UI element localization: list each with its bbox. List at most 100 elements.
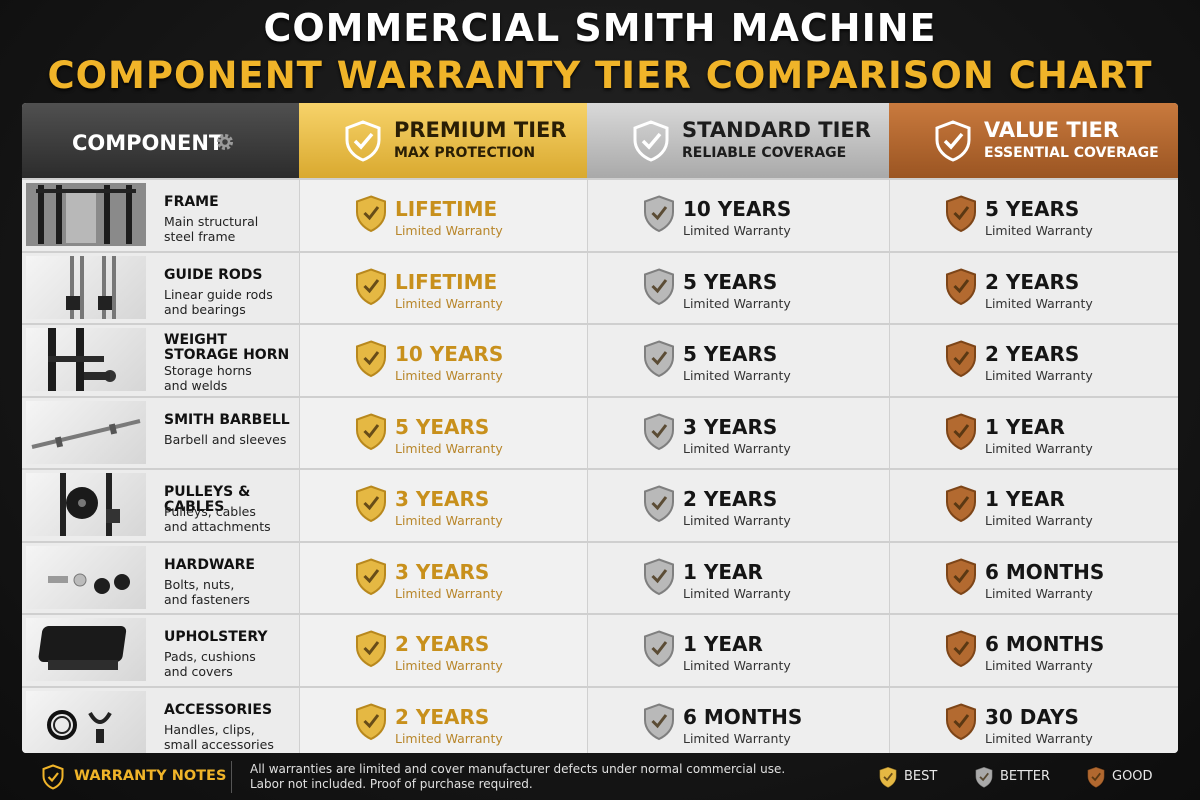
value-warranty-cell: 2 YEARS Limited Warranty (889, 252, 1178, 324)
warranty-type: Limited Warranty (395, 440, 503, 456)
shield-check-icon (644, 340, 674, 378)
component-name: GUIDE RODS (164, 266, 263, 283)
warranty-table: COMPONENT PREMIUM TIER MAX PROTECTION ST… (22, 103, 1178, 753)
component-description: Bolts, nuts, and fasteners (164, 576, 250, 607)
shield-check-icon (945, 485, 977, 523)
warranty-type: Limited Warranty (985, 223, 1093, 238)
shield-check-icon (946, 195, 976, 233)
premium-warranty-cell: 3 YEARS Limited Warranty (299, 542, 587, 614)
gear-icon (217, 134, 233, 150)
component-name: SMITH BARBELL (164, 411, 290, 428)
shield-check-icon (935, 120, 971, 162)
warranty-type: Limited Warranty (683, 440, 791, 456)
shield-check-icon (356, 195, 386, 233)
shield-check-icon (945, 267, 977, 306)
header-premium-tier: PREMIUM TIER MAX PROTECTION (299, 103, 587, 178)
shield-check-icon (946, 412, 976, 450)
shield-check-icon (644, 557, 674, 595)
shield-check-icon (643, 340, 675, 378)
legend-label: BETTER (1000, 769, 1051, 784)
shield-check-icon (356, 630, 386, 668)
component-name: ACCESSORIES (164, 701, 273, 718)
table-row: PULLEYS & CABLES Pulleys, cables and attac… (22, 468, 1178, 541)
warranty-type: Limited Warranty (683, 513, 791, 528)
shield-check-icon (345, 120, 381, 162)
shield-check-icon (946, 630, 976, 668)
shield-check-icon (946, 557, 976, 595)
tier-subtitle: ESSENTIAL COVERAGE (984, 145, 1159, 161)
shield-check-icon (644, 702, 674, 740)
warranty-duration: 30 DAYS (985, 704, 1079, 729)
warranty-type: Limited Warranty (395, 295, 503, 311)
shield-check-icon (643, 195, 675, 233)
warranty-type: Limited Warranty (395, 658, 503, 673)
value-warranty-cell: 5 YEARS Limited Warranty (889, 180, 1178, 251)
value-warranty-cell: 2 YEARS Limited Warranty (889, 325, 1178, 396)
header-standard-tier: STANDARD TIER RELIABLE COVERAGE (587, 103, 889, 178)
shield-check-icon (356, 702, 386, 740)
standard-warranty-cell: 5 YEARS Limited Warranty (587, 325, 889, 396)
standard-warranty-cell: 2 YEARS Limited Warranty (587, 470, 889, 541)
warranty-type: Limited Warranty (683, 223, 791, 238)
shield-check-icon (355, 702, 387, 741)
warranty-duration: 2 YEARS (395, 632, 490, 656)
header-component-label: COMPONENT (72, 131, 224, 155)
shield-check-icon (355, 557, 387, 596)
value-warranty-cell: 1 YEAR Limited Warranty (889, 397, 1178, 469)
shield-check-icon (355, 630, 387, 668)
shield-check-icon (1086, 766, 1106, 789)
warranty-duration: 2 YEARS (985, 269, 1080, 294)
header-value-tier: VALUE TIER ESSENTIAL COVERAGE (889, 103, 1178, 178)
warranty-type: Limited Warranty (683, 730, 791, 746)
value-warranty-cell: 6 MONTHS Limited Warranty (889, 615, 1178, 686)
shield-check-icon (643, 485, 675, 523)
legend-shield-icon (974, 766, 994, 789)
shield-check-icon (643, 630, 675, 668)
tier-name: VALUE TIER (984, 118, 1120, 142)
shield-check-icon (355, 267, 387, 306)
component-cell: PULLEYS & CABLES Pulleys, cables and attac… (22, 470, 299, 541)
component-cell: GUIDE RODS Linear guide rods and bearings (22, 252, 299, 324)
warranty-duration: 1 YEAR (683, 632, 763, 656)
premium-warranty-cell: 10 YEARS Limited Warranty (299, 325, 587, 396)
component-cell: FRAME Main structural steel frame (22, 180, 299, 251)
tier-subtitle: RELIABLE COVERAGE (682, 145, 847, 161)
shield-check-icon (945, 630, 977, 668)
table-row: WEIGHT STORAGE HORN Storage horns and weld… (22, 323, 1178, 396)
pulley-thumbnail (26, 473, 146, 536)
tier-name: STANDARD TIER (682, 118, 871, 142)
warranty-type: Limited Warranty (985, 295, 1093, 311)
warranty-duration: 10 YEARS (395, 342, 504, 366)
warranty-type: Limited Warranty (683, 585, 791, 601)
standard-warranty-cell: 10 YEARS Limited Warranty (587, 180, 889, 251)
warranty-type: Limited Warranty (395, 368, 503, 383)
premium-warranty-cell: 5 YEARS Limited Warranty (299, 397, 587, 469)
warranty-duration: 1 YEAR (985, 414, 1065, 439)
component-description: Pulleys, cables and attachments (164, 504, 271, 534)
warranty-duration: 10 YEARS (683, 197, 792, 221)
warranty-duration: LIFETIME (395, 197, 498, 221)
shield-check-icon (945, 195, 977, 233)
shield-check-icon (946, 485, 976, 523)
warranty-duration: 1 YEAR (985, 487, 1065, 511)
shield-check-icon (878, 766, 898, 789)
component-description: Handles, clips, small accessories (164, 721, 274, 752)
warranty-duration: 5 YEARS (395, 414, 490, 439)
shield-check-icon (355, 485, 387, 523)
component-cell: SMITH BARBELL Barbell and sleeves (22, 397, 299, 469)
warranty-duration: 6 MONTHS (985, 559, 1105, 584)
value-warranty-cell: 30 DAYS Limited Warranty (889, 687, 1178, 753)
premium-warranty-cell: 2 YEARS Limited Warranty (299, 687, 587, 753)
warranty-duration: 6 MONTHS (683, 704, 803, 729)
component-cell: ACCESSORIES Handles, clips, small accessor… (22, 687, 299, 753)
warranty-type: Limited Warranty (395, 585, 503, 601)
warranty-type: Limited Warranty (395, 513, 503, 528)
page-subtitle: COMPONENT WARRANTY TIER COMPARISON CHART (47, 54, 1153, 97)
warranty-type: Limited Warranty (395, 730, 503, 746)
value-warranty-cell: 1 YEAR Limited Warranty (889, 470, 1178, 541)
component-cell: UPHOLSTERY Pads, cushions and covers (22, 615, 299, 686)
component-description: Barbell and sleeves (164, 431, 287, 447)
shield-check-icon (356, 557, 386, 595)
shield-check-icon (946, 702, 976, 740)
warranty-duration: 3 YEARS (395, 559, 490, 584)
